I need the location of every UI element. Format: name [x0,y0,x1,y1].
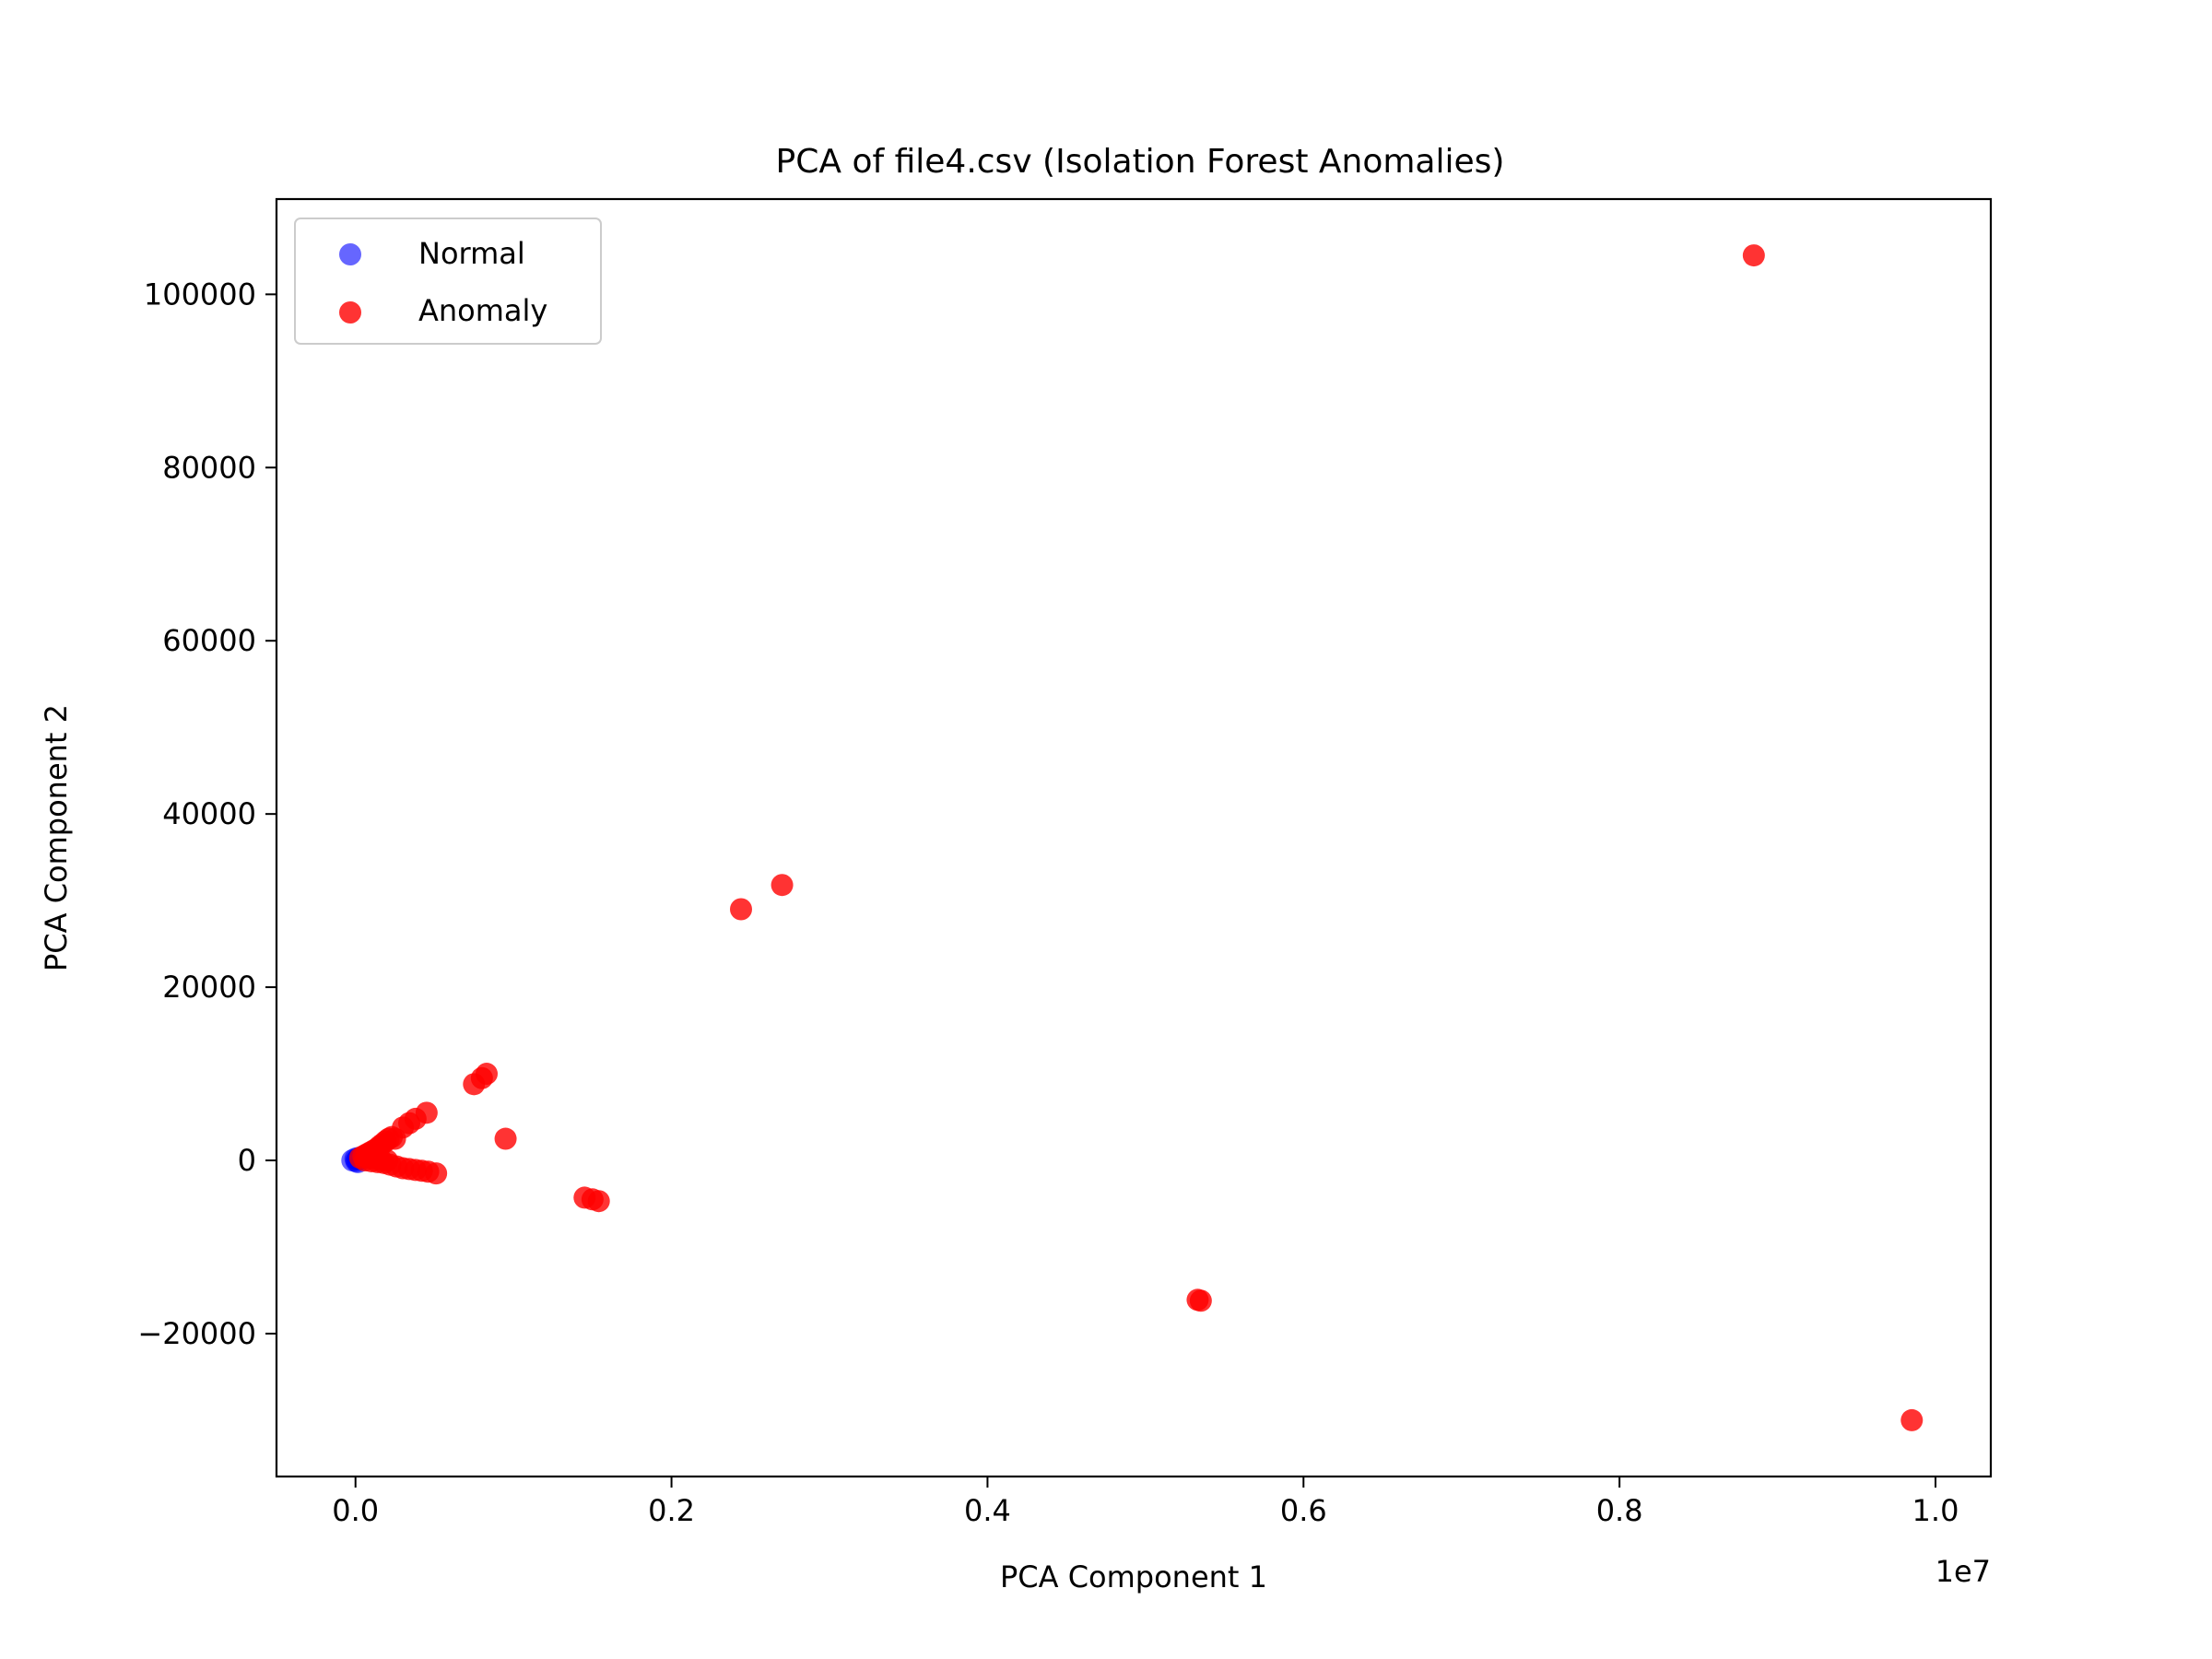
y-tick-label: 60000 [162,623,256,658]
chart-title: PCA of file4.csv (Isolation Forest Anoma… [776,143,1505,181]
anomaly-point [376,1149,398,1172]
x-axis-ticks: 0.0 0.2 0.4 0.6 0.8 1.0 [332,1477,1959,1528]
legend-marker-anomaly [339,301,361,324]
y-tick-label: 20000 [162,970,256,1005]
anomaly-point [1900,1408,1924,1431]
plot-frame [275,197,1993,1478]
y-tick-label: 0 [238,1143,256,1178]
anomaly-point [1189,1289,1212,1312]
x-tick-label: 0.4 [964,1493,1011,1528]
y-tick-label: −20000 [137,1316,256,1351]
anomaly-point [415,1101,438,1124]
y-tick-label: 40000 [162,796,256,831]
anomaly-point [476,1063,498,1086]
y-tick-label: 80000 [162,450,256,485]
x-tick-label: 0.0 [332,1493,379,1528]
x-axis-label: PCA Component 1 [1000,1559,1267,1594]
points-layer [341,244,1924,1431]
x-tick-label: 0.8 [1596,1493,1643,1528]
x-tick-label: 1.0 [1912,1493,1959,1528]
anomaly-point [425,1162,448,1185]
anomaly-point [587,1190,610,1213]
y-tick-label: 100000 [144,276,256,312]
anomaly-point [730,898,752,921]
y-axis-label: PCA Component 2 [39,704,74,971]
legend: Normal Anomaly [294,218,602,345]
y-axis-ticks: −20000 0 20000 40000 60000 80000 100000 [137,276,276,1351]
anomaly-point [771,874,794,897]
x-tick-label: 0.6 [1280,1493,1327,1528]
anomaly-point [494,1127,517,1150]
legend-label-normal: Normal [418,236,525,271]
legend-label-anomaly: Anomaly [418,293,547,328]
x-tick-label: 0.2 [648,1493,695,1528]
legend-marker-normal [339,243,361,265]
legend-box [294,218,602,345]
anomaly-point [1742,244,1765,267]
x-axis-offset-label: 1e7 [1936,1554,1991,1589]
